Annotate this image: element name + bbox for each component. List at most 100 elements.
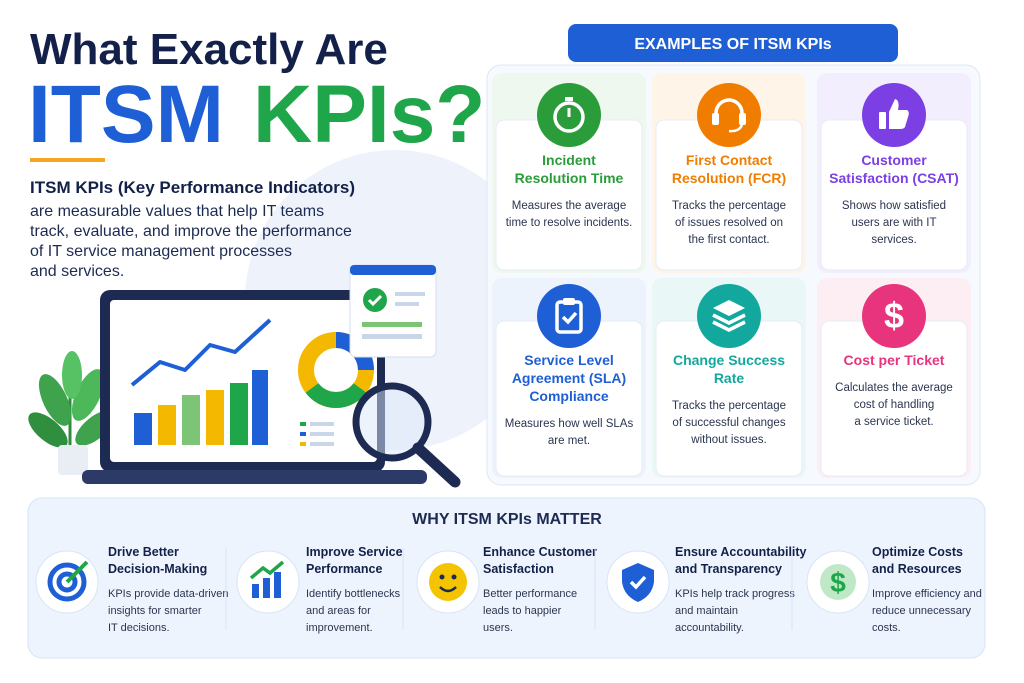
card-desc: of issues resolved on	[675, 217, 783, 229]
card-title: First Contact	[686, 152, 773, 168]
why-icon-glyph	[429, 563, 467, 601]
icon-shape	[65, 560, 89, 584]
examples-heading-pill	[568, 24, 898, 62]
why-desc: insights for smarter	[108, 605, 202, 617]
card-title: Rate	[714, 370, 745, 386]
icon-shape	[712, 113, 719, 125]
why-desc: leads to happier	[483, 605, 562, 617]
icon-shape	[274, 572, 281, 598]
card-icon	[697, 83, 761, 147]
why-desc: and areas for	[306, 605, 371, 617]
why-desc: IT decisions.	[108, 622, 170, 634]
icon-shape	[263, 578, 270, 598]
title-line-1: What Exactly Are	[30, 25, 388, 74]
icon-shape	[439, 574, 445, 580]
card-desc: a service ticket.	[854, 416, 933, 428]
card-title: Agreement (SLA)	[512, 370, 626, 386]
icon-shape: $	[884, 295, 904, 336]
card-desc: are met.	[548, 435, 590, 447]
card-desc: Measures how well SLAs	[505, 418, 634, 430]
why-title: Performance	[306, 562, 382, 576]
card-title: Cost per Ticket	[844, 352, 945, 368]
icon-shape	[553, 101, 585, 133]
icon-shape	[889, 99, 909, 129]
why-desc: Identify bottlenecks	[306, 588, 401, 600]
why-title: Satisfaction	[483, 562, 554, 576]
why-desc: Better performance	[483, 588, 577, 600]
why-desc: reduce unnecessary	[872, 605, 972, 617]
why-title: Drive Better	[108, 545, 179, 559]
title-itsm: ITSM	[28, 69, 224, 160]
intro-lead: ITSM KPIs (Key Performance Indicators)	[30, 178, 355, 197]
why-desc: and maintain	[675, 605, 738, 617]
why-title: and Transparency	[675, 562, 782, 576]
card-desc: Measures the average	[512, 200, 626, 212]
why-panel	[27, 497, 986, 659]
why-desc: accountability.	[675, 622, 744, 634]
card-icon-glyph	[712, 98, 746, 133]
kpi-cards: Incident Resolution Time Measures the aver…	[492, 73, 971, 478]
intro-line: track, evaluate, and improve the perform…	[30, 223, 352, 240]
card-title: Customer	[861, 152, 927, 168]
icon-shape	[561, 311, 578, 325]
icon-shape	[451, 574, 457, 580]
icon-shape	[249, 560, 285, 580]
card-title: Incident	[542, 152, 596, 168]
card-desc: Tracks the percentage	[672, 200, 786, 212]
why-title: Decision-Making	[108, 562, 207, 576]
icon-shape: $	[830, 567, 846, 598]
why-desc: KPIs help track progress	[675, 588, 795, 600]
examples-heading: EXAMPLES OF ITSM KPIs	[634, 36, 831, 53]
why-desc: users.	[483, 622, 513, 634]
icon-shape	[728, 124, 744, 133]
card-icon-glyph	[555, 298, 583, 334]
card-icon-glyph: $	[884, 295, 904, 336]
why-icon-glyph: $	[820, 564, 856, 600]
why-heading: WHY ITSM KPIs MATTER	[412, 511, 602, 528]
card-title: Service Level	[524, 352, 614, 368]
card-desc: users are with IT	[852, 217, 937, 229]
card-icon-glyph	[712, 300, 746, 332]
why-icon-glyph	[249, 560, 285, 598]
why-title: Ensure Accountability	[675, 545, 807, 559]
icon-shape	[712, 313, 746, 325]
icon-shape	[439, 586, 457, 593]
icon-shape	[712, 320, 746, 332]
icon-shape	[563, 298, 575, 305]
intro-line: are measurable values that help IT teams	[30, 203, 324, 220]
card-icon	[862, 284, 926, 348]
card-title: Resolution Time	[515, 170, 624, 186]
why-items: Drive Better Decision-Making KPIs provide …	[35, 545, 982, 634]
why-desc: improvement.	[306, 622, 373, 634]
card-desc: Shows how satisfied	[842, 200, 946, 212]
title-kpis: KPIs?	[253, 69, 485, 160]
why-desc: Improve efficiency and	[872, 588, 982, 600]
icon-shape	[714, 98, 744, 119]
icon-shape	[820, 564, 856, 600]
card-title: Satisfaction (CSAT)	[829, 170, 959, 186]
card-desc: of successful changes	[672, 417, 785, 429]
card-icon	[537, 284, 601, 348]
card-title: Resolution (FCR)	[672, 170, 786, 186]
card-desc: services.	[871, 234, 916, 246]
intro-line: and services.	[30, 263, 124, 280]
why-icon-glyph	[622, 563, 654, 602]
card-desc: Calculates the average	[835, 382, 953, 394]
icon-shape	[429, 563, 467, 601]
icon-shape	[713, 300, 745, 316]
card-desc: time to resolve incidents.	[506, 217, 633, 229]
card-desc: the first contact.	[688, 234, 769, 246]
why-title: Enhance Customer	[483, 545, 597, 559]
why-desc: KPIs provide data-driven	[108, 588, 228, 600]
title-underline	[30, 158, 105, 162]
card-desc: cost of handling	[854, 399, 935, 411]
intro-line: of IT service management processes	[30, 243, 292, 260]
card-title: Change Success	[673, 352, 785, 368]
icon-shape	[879, 112, 886, 129]
why-icon-glyph	[47, 560, 89, 602]
why-title: and Resources	[872, 562, 962, 576]
icon-shape	[629, 575, 647, 590]
icon-shape	[565, 97, 573, 101]
